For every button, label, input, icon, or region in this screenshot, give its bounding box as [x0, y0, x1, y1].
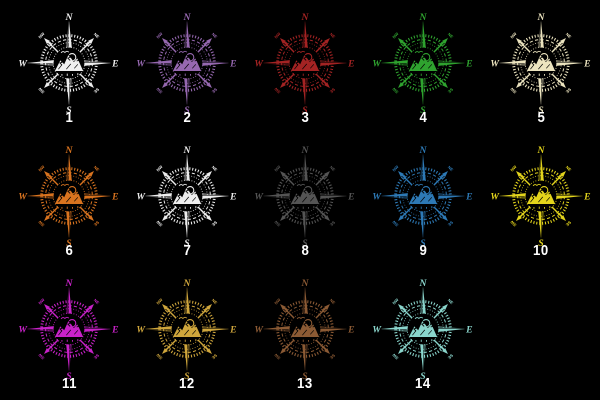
compass-rose	[370, 10, 475, 116]
compass-variant-2: 2	[128, 1, 246, 134]
compass-variant-12: 12	[128, 267, 246, 400]
variant-number: 6	[65, 242, 73, 259]
variant-number: 2	[183, 109, 191, 126]
compass-variant-3: 3	[246, 1, 364, 134]
compass-variant-1: 1	[10, 1, 128, 134]
compass-rose	[488, 143, 593, 249]
compass-variant-10: 10	[482, 134, 600, 267]
compass-rose	[370, 276, 475, 382]
variant-number: 5	[537, 109, 545, 126]
compass-variant-14: 14	[364, 267, 482, 400]
variant-number: 8	[301, 242, 309, 259]
compass-rose	[16, 276, 121, 382]
compass-variant-13: 13	[246, 267, 364, 400]
compass-rose	[252, 276, 357, 382]
compass-rose	[488, 10, 593, 116]
variant-number: 10	[533, 242, 549, 259]
compass-variant-5: 5	[482, 1, 600, 134]
compass-variant-6: 6	[10, 134, 128, 267]
compass-rose	[16, 10, 121, 116]
compass-variant-8: 8	[246, 134, 364, 267]
variant-number: 14	[415, 375, 431, 392]
variant-number: 3	[301, 109, 309, 126]
compass-rose	[252, 10, 357, 116]
compass-rose	[16, 143, 121, 249]
variant-number: 13	[297, 375, 313, 392]
compass-variant-4: 4	[364, 1, 482, 134]
variant-number: 7	[183, 242, 191, 259]
variant-number: 1	[65, 109, 73, 126]
compass-variant-11: 11	[10, 267, 128, 400]
compass-rose	[134, 143, 239, 249]
compass-variant-7: 7	[128, 134, 246, 267]
compass-variant-9: 9	[364, 134, 482, 267]
variant-number: 12	[179, 375, 195, 392]
variant-number: 9	[419, 242, 427, 259]
compass-rose	[134, 276, 239, 382]
compass-rose	[134, 10, 239, 116]
variant-number: 4	[419, 109, 427, 126]
variant-number: 11	[61, 375, 77, 392]
compass-rose	[370, 143, 475, 249]
compass-rose	[252, 143, 357, 249]
